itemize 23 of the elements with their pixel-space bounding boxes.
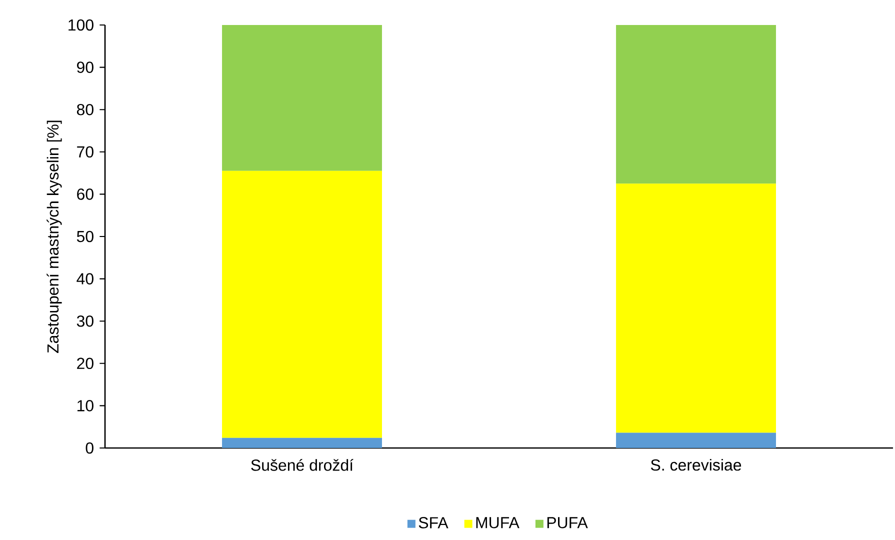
legend-label: SFA bbox=[418, 517, 448, 528]
y-tick-label: 60 bbox=[77, 188, 94, 200]
x-tick-label: Sušené droždí bbox=[251, 458, 354, 471]
x-tick-label: S. cerevisiae bbox=[650, 458, 742, 471]
y-tick-label: 40 bbox=[76, 273, 94, 284]
bar bbox=[222, 170, 382, 438]
y-tick-label: 100 bbox=[68, 19, 94, 31]
y-tick-label: 30 bbox=[76, 315, 94, 327]
y-tick-label: 90 bbox=[77, 62, 94, 73]
y-tick-label: 80 bbox=[76, 104, 94, 116]
legend-label: PUFA bbox=[547, 517, 588, 528]
y-tick-label: 70 bbox=[77, 146, 94, 158]
bar bbox=[222, 25, 382, 171]
bar bbox=[616, 432, 776, 448]
bar bbox=[616, 184, 776, 433]
y-tick-label: 50 bbox=[76, 230, 94, 242]
legend-label: MUFA bbox=[476, 517, 520, 528]
y-tick-label: 20 bbox=[77, 358, 94, 370]
y-tick-label: 0 bbox=[86, 442, 94, 454]
y-axis-title: Zastoupení mastných kyselin [%] bbox=[46, 120, 62, 353]
bar bbox=[616, 25, 776, 184]
bar bbox=[222, 438, 382, 448]
y-tick-label: 10 bbox=[77, 400, 94, 412]
